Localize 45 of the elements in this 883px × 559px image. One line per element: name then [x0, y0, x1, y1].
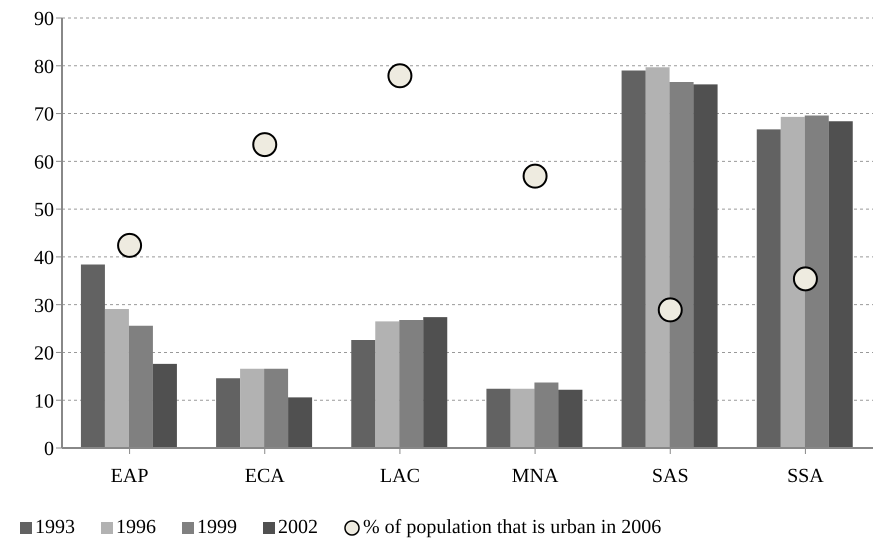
x-tick-label: MNA — [512, 465, 559, 488]
x-tick-label: EAP — [110, 465, 148, 488]
point — [522, 164, 548, 189]
bar — [756, 129, 781, 448]
y-tick-label: 10 — [34, 390, 54, 412]
point — [117, 232, 142, 258]
bar — [240, 368, 264, 448]
legend-label: 2002 — [278, 516, 318, 539]
y-tick-label: 20 — [34, 342, 54, 365]
bar — [622, 70, 646, 448]
bar — [288, 397, 312, 448]
bar — [558, 390, 582, 448]
bar — [351, 340, 376, 448]
y-tick-label: 60 — [34, 151, 54, 174]
y-tick-label: 80 — [34, 56, 54, 78]
bar — [694, 84, 718, 448]
x-tick-label: SAS — [652, 465, 689, 488]
bar — [423, 317, 448, 448]
x-tick-label: LAC — [380, 465, 420, 488]
bar — [646, 67, 670, 448]
y-tick-label: 30 — [34, 294, 54, 317]
point — [252, 132, 278, 158]
legend-label: 1999 — [197, 516, 237, 539]
bar — [104, 308, 129, 448]
bar — [510, 388, 534, 448]
bar — [80, 264, 105, 448]
y-tick-label: 40 — [34, 246, 54, 269]
x-tick-label: SSA — [787, 465, 824, 488]
y-tick-label: 90 — [34, 8, 54, 30]
legend-label: 1993 — [35, 516, 75, 539]
bar — [780, 116, 805, 448]
y-tick-label: 50 — [34, 199, 54, 222]
bar — [375, 321, 400, 448]
point — [658, 297, 683, 322]
legend-label: % of population that is urban in 2006 — [363, 516, 662, 539]
y-tick-label: 0 — [44, 438, 54, 460]
y-tick-label: 70 — [34, 104, 54, 126]
bar — [152, 364, 177, 448]
x-tick-label: ECA — [244, 465, 286, 488]
bar — [828, 121, 853, 448]
bar — [486, 388, 510, 448]
point — [792, 266, 818, 292]
bar — [216, 378, 240, 448]
point — [387, 63, 412, 88]
legend-label: 1996 — [116, 516, 156, 539]
